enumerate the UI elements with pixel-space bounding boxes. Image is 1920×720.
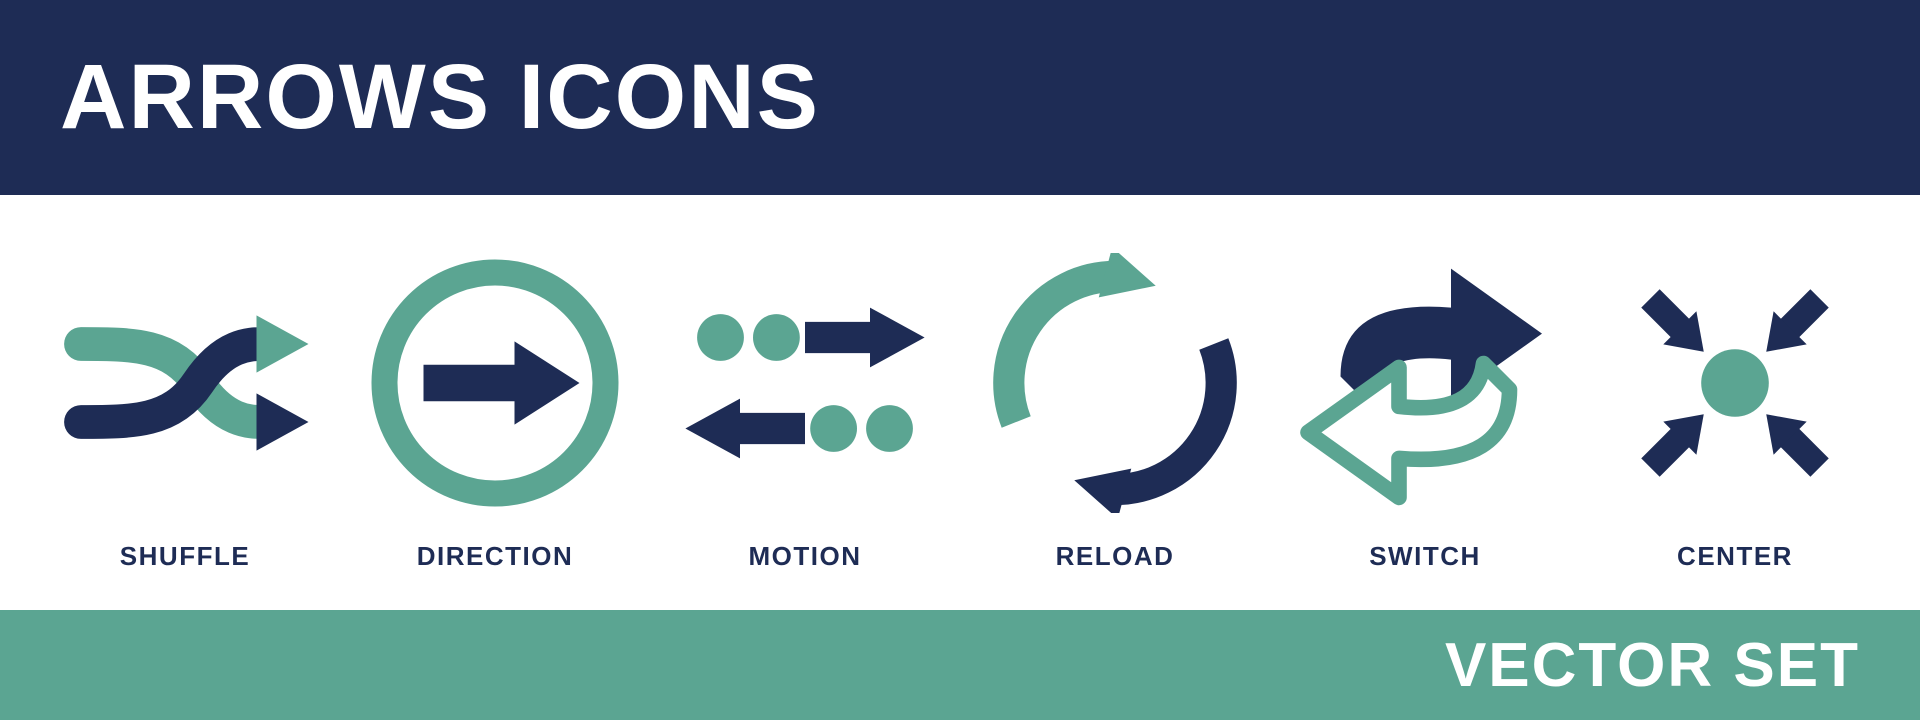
icon-label-shuffle: SHUFFLE	[120, 541, 250, 572]
shuffle-icon	[45, 243, 325, 523]
icon-label-motion: MOTION	[749, 541, 862, 572]
direction-icon	[355, 243, 635, 523]
icon-cell-center: CENTER	[1580, 215, 1890, 600]
footer-title: VECTOR SET	[1445, 630, 1860, 701]
footer-bar: VECTOR SET	[0, 610, 1920, 720]
icon-cell-motion: MOTION	[650, 215, 960, 600]
icon-cell-reload: RELOAD	[960, 215, 1270, 600]
icon-label-switch: SWITCH	[1369, 541, 1481, 572]
header-title: ARROWS ICONS	[60, 45, 820, 150]
center-icon	[1595, 243, 1875, 523]
icon-label-center: CENTER	[1677, 541, 1793, 572]
switch-icon	[1285, 243, 1565, 523]
icon-cell-shuffle: SHUFFLE	[30, 215, 340, 600]
reload-icon	[975, 243, 1255, 523]
icon-cell-direction: DIRECTION	[340, 215, 650, 600]
icon-label-reload: RELOAD	[1056, 541, 1175, 572]
icons-row: SHUFFLE DIRECTION MOTION	[0, 195, 1920, 610]
header-bar: ARROWS ICONS	[0, 0, 1920, 195]
icon-label-direction: DIRECTION	[417, 541, 574, 572]
motion-icon	[665, 243, 945, 523]
icon-cell-switch: SWITCH	[1270, 215, 1580, 600]
